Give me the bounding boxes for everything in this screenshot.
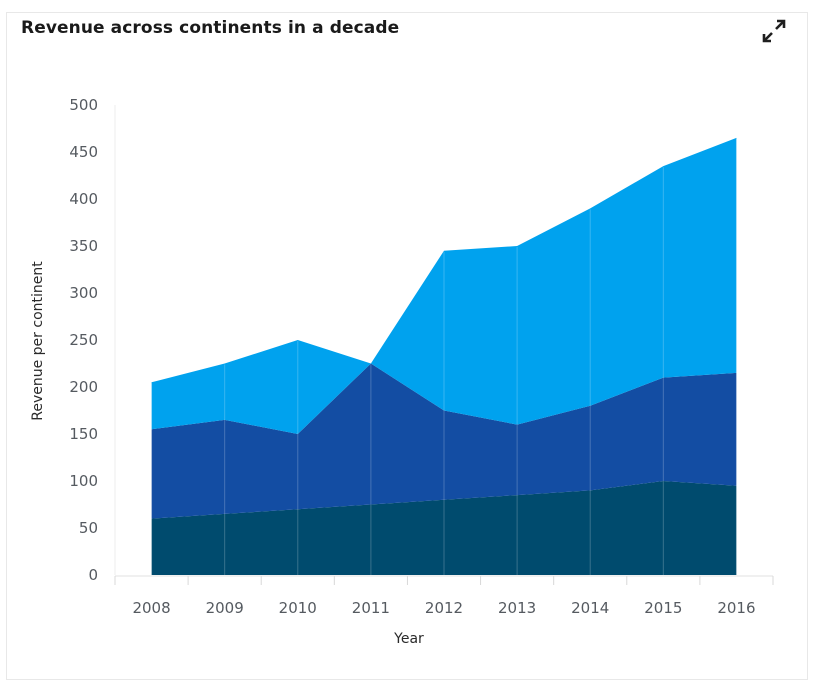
x-axis-tick-labels: 2008 2009 2010 2011 2012 2013 2014 2015 2016	[132, 599, 755, 617]
x-tick-label: 2009	[206, 599, 244, 617]
area-layers	[151, 137, 737, 575]
y-axis-tick-labels: 0 50 100 150 200 250 300 350 400 450 500	[69, 96, 98, 584]
area-series-2	[151, 363, 737, 519]
x-tick-label: 2013	[498, 599, 536, 617]
y-tick-label: 250	[69, 331, 98, 349]
y-axis-title: Revenue per continent	[30, 261, 46, 421]
y-tick-label: 350	[69, 237, 98, 255]
y-tick-label: 50	[79, 519, 98, 537]
area-series-1	[151, 481, 737, 575]
x-axis-title: Year	[393, 631, 424, 647]
y-tick-label: 0	[88, 566, 98, 584]
y-tick-label: 100	[69, 472, 98, 490]
x-tick-label: 2010	[279, 599, 317, 617]
x-tick-label: 2016	[717, 599, 755, 617]
x-tick-label: 2014	[571, 599, 609, 617]
category-dividers	[151, 138, 737, 575]
x-tick-label: 2012	[425, 599, 463, 617]
y-tick-label: 450	[69, 143, 98, 161]
y-tick-label: 150	[69, 425, 98, 443]
x-tick-label: 2015	[644, 599, 682, 617]
chart-title: Revenue across continents in a decade	[21, 18, 400, 38]
x-axis-ticks	[114, 576, 774, 585]
y-tick-label: 300	[69, 284, 98, 302]
y-tick-label: 500	[69, 96, 98, 114]
area-series-3	[151, 137, 737, 434]
x-tick-label: 2008	[132, 599, 170, 617]
y-tick-label: 400	[69, 190, 98, 208]
expand-button[interactable]	[760, 17, 788, 45]
y-tick-label: 200	[69, 378, 98, 396]
x-tick-label: 2011	[352, 599, 390, 617]
expand-arrows-icon	[762, 19, 786, 43]
